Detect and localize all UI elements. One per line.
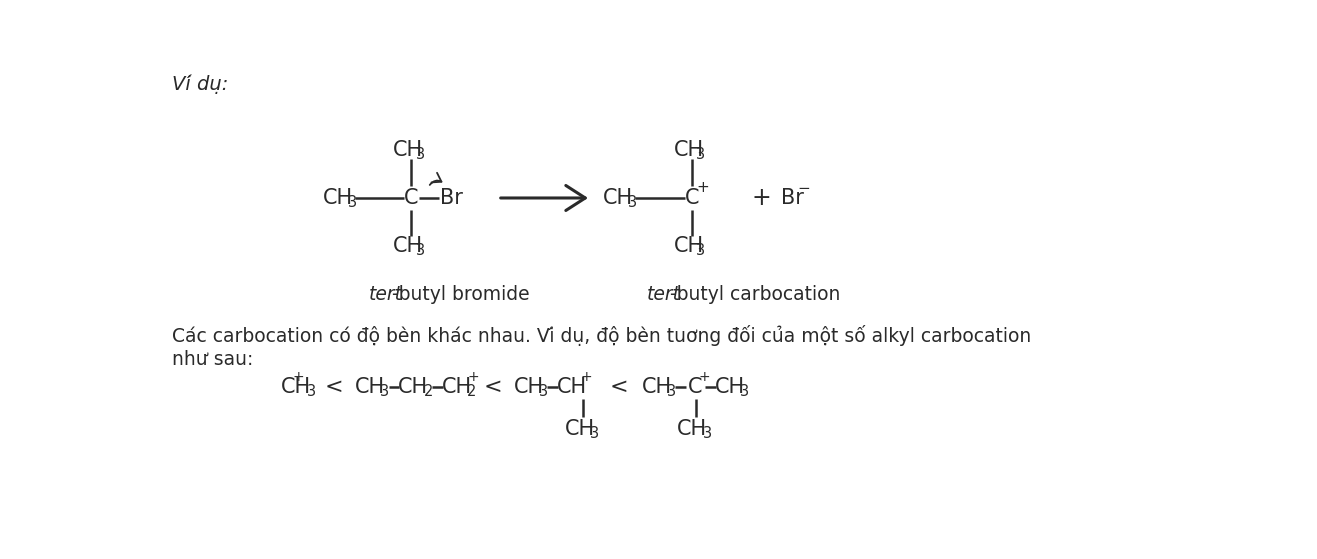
Text: 3: 3 bbox=[628, 195, 637, 210]
Text: 3: 3 bbox=[348, 195, 357, 210]
Text: <: < bbox=[483, 377, 502, 397]
Text: CH: CH bbox=[673, 236, 703, 255]
Text: CH: CH bbox=[356, 377, 385, 397]
Text: tert: tert bbox=[369, 285, 403, 304]
Text: 3: 3 bbox=[416, 148, 425, 162]
Text: 3: 3 bbox=[590, 426, 599, 441]
Text: 3: 3 bbox=[381, 383, 390, 399]
Text: 2: 2 bbox=[424, 383, 433, 399]
Text: 3: 3 bbox=[697, 243, 706, 258]
Text: CH: CH bbox=[392, 140, 423, 160]
Text: 3: 3 bbox=[666, 383, 676, 399]
Text: +: + bbox=[697, 181, 709, 196]
Text: 3: 3 bbox=[697, 148, 706, 162]
Text: -butyl bromide: -butyl bromide bbox=[392, 285, 531, 304]
Text: 2: 2 bbox=[466, 383, 477, 399]
Text: +: + bbox=[468, 369, 479, 383]
Text: Br: Br bbox=[781, 188, 803, 208]
Text: +: + bbox=[581, 369, 593, 383]
Text: CH: CH bbox=[673, 140, 703, 160]
Text: CH: CH bbox=[282, 377, 311, 397]
Text: C: C bbox=[689, 377, 703, 397]
Text: +: + bbox=[699, 369, 711, 383]
FancyArrowPatch shape bbox=[429, 173, 441, 185]
Text: CH: CH bbox=[323, 188, 353, 208]
Text: 3: 3 bbox=[702, 426, 711, 441]
Text: Các carbocation có độ bèn khác nhau. Ví dụ, độ bèn tuơng đối của một số : Các carbocation có độ bèn khác nhau.… bbox=[173, 325, 1031, 346]
Text: CH: CH bbox=[715, 377, 744, 397]
Text: <: < bbox=[610, 377, 628, 397]
Text: CH: CH bbox=[603, 188, 633, 208]
Text: −: − bbox=[798, 181, 810, 196]
Text: -butyl carbocation: -butyl carbocation bbox=[670, 285, 840, 304]
Text: CH: CH bbox=[441, 377, 471, 397]
Text: CH: CH bbox=[677, 419, 707, 439]
Text: 3: 3 bbox=[740, 383, 749, 399]
Text: 3: 3 bbox=[416, 243, 425, 258]
Text: Ví dụ:: Ví dụ: bbox=[173, 75, 229, 94]
Text: như sau:: như sau: bbox=[173, 350, 254, 369]
Text: Br: Br bbox=[440, 188, 462, 208]
Text: CH: CH bbox=[565, 419, 595, 439]
Text: CH: CH bbox=[641, 377, 672, 397]
Text: tert: tert bbox=[647, 285, 681, 304]
Text: CH: CH bbox=[398, 377, 428, 397]
Text: C: C bbox=[685, 188, 699, 208]
Text: +: + bbox=[292, 369, 304, 383]
Text: C: C bbox=[404, 188, 419, 208]
Text: CH: CH bbox=[514, 377, 544, 397]
Text: +: + bbox=[752, 186, 772, 210]
Text: CH: CH bbox=[392, 236, 423, 255]
Text: 3: 3 bbox=[307, 383, 316, 399]
Text: 3: 3 bbox=[539, 383, 548, 399]
FancyArrowPatch shape bbox=[500, 186, 585, 211]
Text: CH: CH bbox=[557, 377, 587, 397]
Text: <: < bbox=[324, 377, 342, 397]
